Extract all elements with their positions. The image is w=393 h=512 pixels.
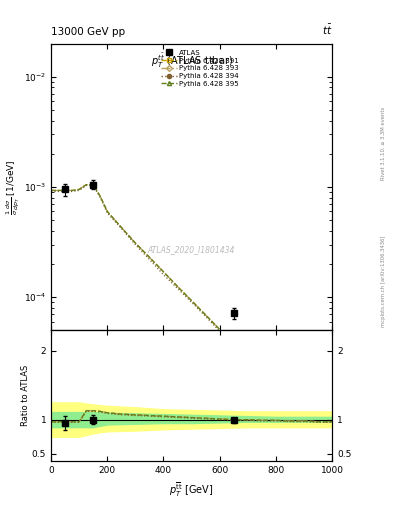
Text: ATLAS_2020_I1801434: ATLAS_2020_I1801434	[148, 246, 235, 254]
Legend: ATLAS, Pythia 6.428 391, Pythia 6.428 393, Pythia 6.428 394, Pythia 6.428 395: ATLAS, Pythia 6.428 391, Pythia 6.428 39…	[162, 50, 239, 87]
X-axis label: $p^{\overline{\mathrm{t}}\mathrm{t}}_T$ [GeV]: $p^{\overline{\mathrm{t}}\mathrm{t}}_T$ …	[169, 480, 214, 499]
Text: mcplots.cern.ch [arXiv:1306.3436]: mcplots.cern.ch [arXiv:1306.3436]	[381, 236, 386, 327]
Y-axis label: $\frac{1}{\sigma}\frac{d\sigma}{dp_T}$ [1/GeV]: $\frac{1}{\sigma}\frac{d\sigma}{dp_T}$ […	[5, 159, 22, 215]
Text: $p_T^{t\bar{t}}$ (ATLAS ttbar): $p_T^{t\bar{t}}$ (ATLAS ttbar)	[151, 52, 233, 70]
Text: Rivet 3.1.10, ≥ 3.3M events: Rivet 3.1.10, ≥ 3.3M events	[381, 106, 386, 180]
Y-axis label: Ratio to ATLAS: Ratio to ATLAS	[22, 365, 31, 426]
Text: $t\bar{t}$: $t\bar{t}$	[321, 23, 332, 37]
Text: 13000 GeV pp: 13000 GeV pp	[51, 27, 125, 37]
